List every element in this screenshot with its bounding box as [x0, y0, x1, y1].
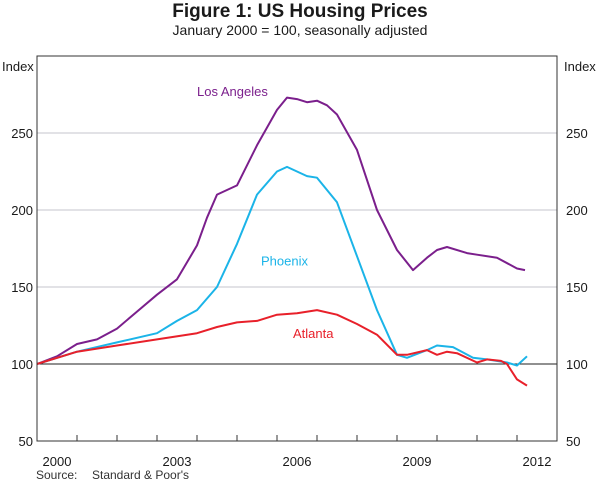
series-label-atlanta: Atlanta: [293, 326, 334, 341]
y-axis-label-right: Index: [564, 59, 596, 74]
y-tick-label-right-100: 100: [566, 357, 588, 372]
x-tick-label-2000: 2000: [43, 454, 72, 469]
series-label-los-angeles: Los Angeles: [197, 84, 268, 99]
x-tick-label-2012: 2012: [523, 454, 552, 469]
y-tick-label-left-150: 150: [11, 280, 33, 295]
source-label: Source:: [36, 468, 78, 482]
x-tick-label-2009: 2009: [403, 454, 432, 469]
x-tick-label-2006: 2006: [283, 454, 312, 469]
tick-labels: Index Index 2000 2003 2006 2009 2012 50 50 100 1…: [2, 59, 596, 469]
series-line-los-angeles: [36, 96, 526, 365]
y-tick-label-right-150: 150: [566, 280, 588, 295]
y-tick-label-left-50: 50: [19, 434, 33, 449]
y-tick-label-right-50: 50: [566, 434, 580, 449]
chart-title: Figure 1: US Housing Prices: [172, 1, 428, 22]
y-tick-label-left-250: 250: [11, 126, 33, 141]
plot-border: [36, 55, 558, 442]
source-text: Standard & Poor's: [92, 468, 190, 482]
plot-frame: [36, 55, 558, 442]
x-tick-label-2003: 2003: [163, 454, 192, 469]
y-axis-label-left: Index: [2, 59, 34, 74]
series-lines: Los Angeles Phoenix Atlanta: [36, 84, 528, 387]
series-line-phoenix: [36, 165, 528, 367]
y-tick-label-left-200: 200: [11, 203, 33, 218]
y-tick-label-right-200: 200: [566, 203, 588, 218]
series-label-phoenix: Phoenix: [261, 253, 308, 268]
y-tick-label-left-100: 100: [11, 357, 33, 372]
source-note: Source: Standard & Poor's: [36, 468, 189, 482]
y-tick-label-right-250: 250: [566, 126, 588, 141]
chart-subtitle: January 2000 = 100, seasonally adjusted: [172, 22, 428, 38]
gridlines: [37, 132, 557, 365]
series-line-atlanta: [36, 309, 528, 387]
